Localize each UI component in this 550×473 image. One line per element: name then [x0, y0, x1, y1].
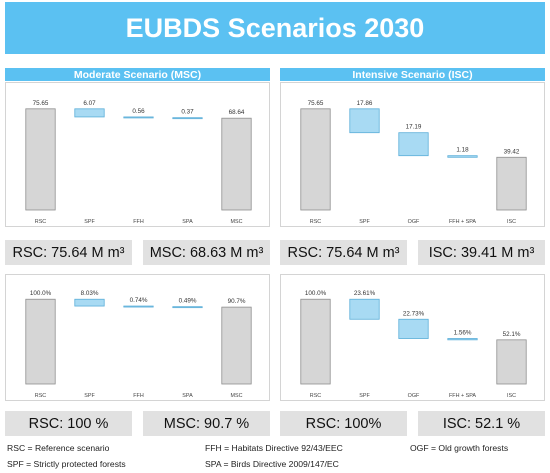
data-label: 68.64 — [229, 109, 245, 116]
data-label: 39.42 — [504, 148, 520, 155]
stat-rsc-percent-moderate: RSC: 100 % — [5, 411, 132, 436]
data-label: 1.56% — [454, 330, 472, 337]
category-label: MSC — [231, 393, 243, 399]
data-label: 100.0% — [305, 290, 327, 297]
stat-text: MSC: 90.7 % — [163, 415, 250, 432]
stat-text: MSC: 68.63 M m³ — [149, 244, 264, 261]
intensive-scenario-title: Intensive Scenario (ISC) — [352, 68, 473, 81]
bar-ffh — [123, 305, 154, 308]
bar-rsc — [25, 108, 56, 211]
bar-spa — [172, 306, 203, 309]
page-title-banner: EUBDS Scenarios 2030 — [5, 2, 545, 54]
category-label: ISC — [507, 393, 516, 399]
category-label: SPA — [182, 393, 193, 399]
chart-intensive-volume: 75.65 RSC 17.86 SPF 17.19 OGF 1.18 FFH + SPA 39.… — [280, 82, 545, 227]
category-label: SPA — [182, 219, 193, 225]
chart-intensive-percent: 100.0% RSC 23.61% SPF 22.73% OGF 1.56% FFH + SP… — [280, 274, 545, 401]
legend-spa: SPA = Birds Directive 2009/147/EC — [205, 459, 339, 469]
category-label: SPF — [84, 219, 95, 225]
stat-text: RSC: 100% — [305, 415, 382, 432]
bar-ffh-spa — [447, 155, 478, 158]
data-label: 52.1% — [503, 331, 521, 338]
data-label: 1.18 — [456, 147, 469, 154]
category-label: ISC — [507, 219, 516, 225]
category-label: FFH — [133, 393, 144, 399]
stat-text: ISC: 39.41 M m³ — [428, 244, 535, 261]
bar-spa — [172, 117, 203, 120]
legend-ffh: FFH = Habitats Directive 92/43/EEC — [205, 443, 343, 453]
waterfall-chart-moderate-percent: 100.0% RSC 8.03% SPF 0.74% FFH 0.49% SPA 90.7% MS… — [25, 290, 252, 399]
moderate-scenario-header: Moderate Scenario (MSC) — [5, 68, 270, 81]
data-label: 0.49% — [179, 298, 197, 305]
legend-spf: SPF = Strictly protected forests — [7, 459, 126, 469]
category-label: SPF — [359, 219, 370, 225]
stat-isc-percent: ISC: 52.1 % — [418, 411, 545, 436]
bar-spf — [74, 298, 105, 307]
waterfall-chart-moderate-volume: 75.65 RSC 6.07 SPF 0.56 FFH 0.37 SPA 68.64 MSC — [25, 100, 252, 225]
bar-rsc — [25, 298, 56, 385]
bar-rsc — [300, 298, 331, 385]
category-label: SPF — [359, 393, 370, 399]
bar-msc — [221, 306, 252, 385]
stat-text: RSC: 75.64 M m³ — [287, 244, 400, 261]
bar-isc — [496, 339, 527, 385]
data-label: 0.74% — [130, 297, 148, 304]
data-label: 0.37 — [181, 109, 194, 116]
intensive-scenario-header: Intensive Scenario (ISC) — [280, 68, 545, 81]
stat-msc-volume: MSC: 68.63 M m³ — [143, 240, 270, 265]
stat-text: RSC: 75.64 M m³ — [12, 244, 125, 261]
bar-isc — [496, 156, 527, 211]
data-label: 17.86 — [357, 100, 373, 107]
bar-rsc — [300, 108, 331, 211]
waterfall-chart-intensive-percent: 100.0% RSC 23.61% SPF 22.73% OGF 1.56% FFH + SP… — [300, 290, 527, 399]
stat-rsc-percent-intensive: RSC: 100% — [280, 411, 407, 436]
data-label: 6.07 — [83, 100, 96, 107]
chart-moderate-percent: 100.0% RSC 8.03% SPF 0.74% FFH 0.49% SPA 90.7% MS… — [5, 274, 270, 401]
data-label: 75.65 — [33, 100, 49, 107]
category-label: OGF — [408, 393, 420, 399]
chart-moderate-volume: 75.65 RSC 6.07 SPF 0.56 FFH 0.37 SPA 68.64 MSC — [5, 82, 270, 227]
bar-ffh — [123, 116, 154, 119]
bar-spf — [349, 108, 380, 134]
category-label: MSC — [231, 219, 243, 225]
legend-rsc: RSC = Reference scenario — [7, 443, 110, 453]
bar-ogf — [398, 318, 429, 339]
stat-text: ISC: 52.1 % — [442, 415, 521, 432]
category-label: FFH + SPA — [449, 393, 476, 399]
waterfall-chart-intensive-volume: 75.65 RSC 17.86 SPF 17.19 OGF 1.18 FFH + SPA 39.… — [300, 100, 527, 225]
bar-spf — [349, 298, 380, 320]
data-label: 75.65 — [308, 100, 324, 107]
category-label: RSC — [310, 393, 321, 399]
data-label: 8.03% — [81, 290, 99, 297]
stat-text: RSC: 100 % — [28, 415, 109, 432]
stat-msc-percent: MSC: 90.7 % — [143, 411, 270, 436]
stat-rsc-volume-intensive: RSC: 75.64 M m³ — [280, 240, 407, 265]
stat-isc-volume: ISC: 39.41 M m³ — [418, 240, 545, 265]
data-label: 17.19 — [406, 124, 422, 131]
category-label: RSC — [310, 219, 321, 225]
data-label: 90.7% — [228, 298, 246, 305]
stat-rsc-volume-moderate: RSC: 75.64 M m³ — [5, 240, 132, 265]
legend-ogf: OGF = Old growth forests — [410, 443, 509, 453]
bar-msc — [221, 117, 252, 211]
data-label: 0.56 — [132, 108, 145, 115]
category-label: RSC — [35, 219, 46, 225]
moderate-scenario-title: Moderate Scenario (MSC) — [73, 68, 202, 81]
data-label: 23.61% — [354, 290, 376, 297]
category-label: RSC — [35, 393, 46, 399]
category-label: OGF — [408, 219, 420, 225]
data-label: 22.73% — [403, 310, 425, 317]
category-label: FFH — [133, 219, 144, 225]
page-title: EUBDS Scenarios 2030 — [125, 12, 425, 43]
category-label: SPF — [84, 393, 95, 399]
bar-ffh-spa — [447, 338, 478, 341]
bar-ogf — [398, 132, 429, 157]
category-label: FFH + SPA — [449, 219, 476, 225]
bar-spf — [74, 108, 105, 118]
data-label: 100.0% — [30, 290, 52, 297]
